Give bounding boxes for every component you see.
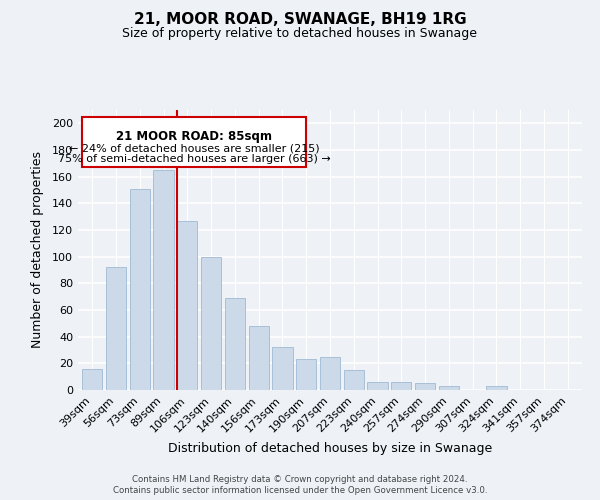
Bar bbox=[225, 298, 245, 390]
Bar bbox=[367, 382, 388, 390]
Bar bbox=[296, 360, 316, 390]
Text: ← 24% of detached houses are smaller (215): ← 24% of detached houses are smaller (21… bbox=[69, 144, 320, 154]
Y-axis label: Number of detached properties: Number of detached properties bbox=[31, 152, 44, 348]
Text: Contains public sector information licensed under the Open Government Licence v3: Contains public sector information licen… bbox=[113, 486, 487, 495]
Bar bbox=[106, 268, 126, 390]
Bar bbox=[391, 382, 412, 390]
Bar bbox=[320, 356, 340, 390]
X-axis label: Distribution of detached houses by size in Swanage: Distribution of detached houses by size … bbox=[168, 442, 492, 455]
Bar bbox=[82, 368, 103, 390]
Bar bbox=[201, 256, 221, 390]
Bar bbox=[272, 348, 293, 390]
Text: Contains HM Land Registry data © Crown copyright and database right 2024.: Contains HM Land Registry data © Crown c… bbox=[132, 475, 468, 484]
Bar bbox=[82, 116, 306, 168]
Bar bbox=[130, 188, 150, 390]
Bar bbox=[154, 170, 173, 390]
Bar bbox=[344, 370, 364, 390]
Text: 21, MOOR ROAD, SWANAGE, BH19 1RG: 21, MOOR ROAD, SWANAGE, BH19 1RG bbox=[134, 12, 466, 28]
Text: 75% of semi-detached houses are larger (663) →: 75% of semi-detached houses are larger (… bbox=[58, 154, 331, 164]
Bar bbox=[487, 386, 506, 390]
Bar bbox=[248, 326, 269, 390]
Text: 21 MOOR ROAD: 85sqm: 21 MOOR ROAD: 85sqm bbox=[116, 130, 272, 143]
Bar bbox=[439, 386, 459, 390]
Text: Size of property relative to detached houses in Swanage: Size of property relative to detached ho… bbox=[122, 28, 478, 40]
Bar bbox=[415, 384, 435, 390]
Bar bbox=[177, 220, 197, 390]
